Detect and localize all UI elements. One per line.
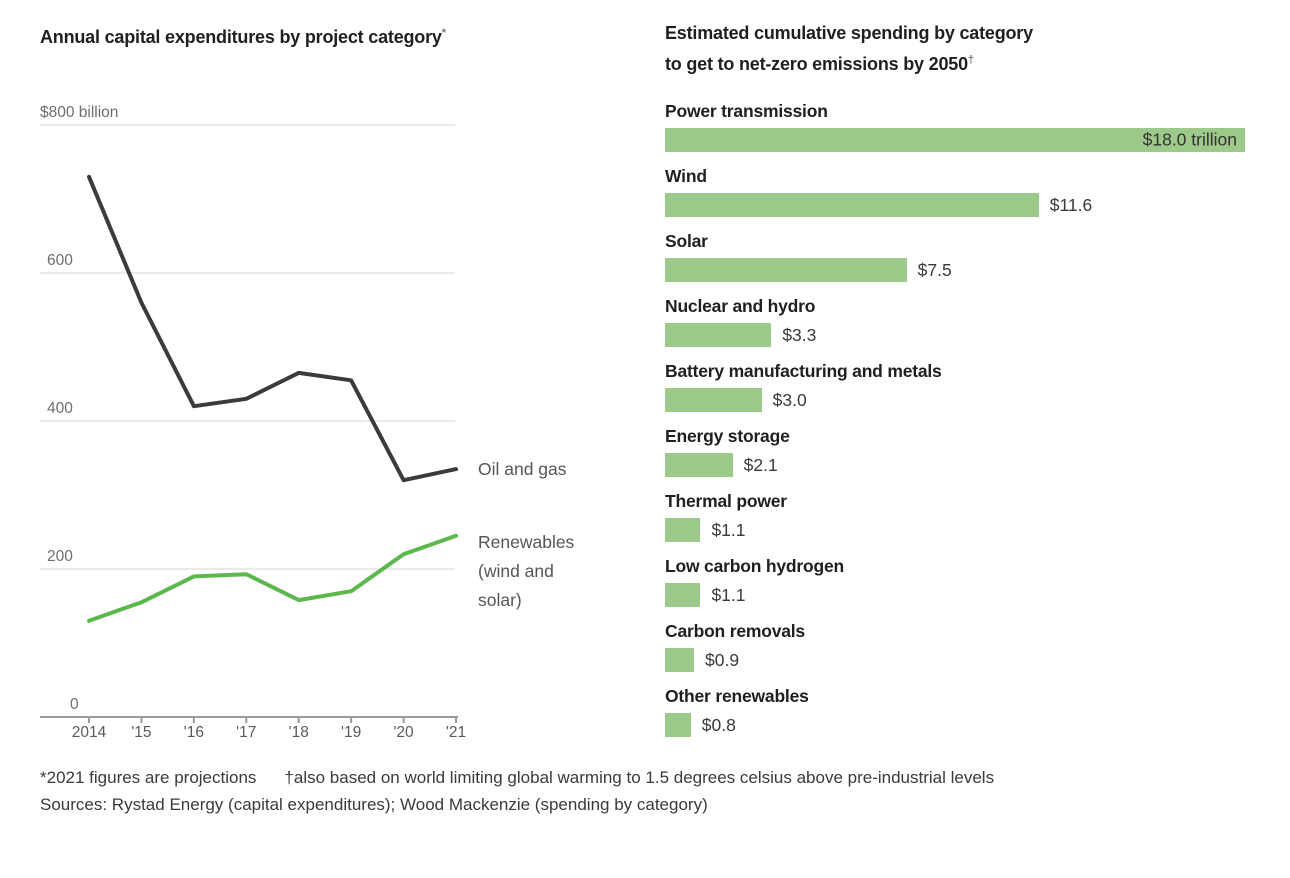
bar-category-label: Low carbon hydrogen [665, 556, 844, 576]
bar-fill [665, 583, 701, 607]
y-tick-label: 400 [47, 400, 73, 417]
bar-fill [665, 713, 691, 737]
line-chart-title: Annual capital expenditures by project c… [40, 20, 640, 51]
x-tick-label: 2014 [71, 724, 107, 741]
bar-fill [665, 193, 1039, 217]
series-label-oil-and-gas: Oil and gas [478, 459, 567, 480]
bar-category-label: Energy storage [665, 426, 790, 446]
bar-category-label: Solar [665, 231, 708, 251]
bar-row: Thermal power $1.1 [665, 490, 1245, 555]
x-tick-label: '21 [445, 724, 467, 741]
bar-row: Nuclear and hydro $3.3 [665, 295, 1245, 360]
bar-category-label: Battery manufacturing and metals [665, 361, 942, 381]
y-tick-label: 0 [70, 696, 79, 713]
sources-line: Sources: Rystad Energy (capital expendit… [40, 795, 708, 814]
bar-row: Battery manufacturing and metals $3.0 [665, 360, 1245, 425]
bar-fill [665, 388, 762, 412]
bar-track: $0.9 [665, 648, 1245, 672]
footnote-asterisk: *2021 figures are projections [40, 768, 257, 787]
bar-track: $0.8 [665, 713, 1245, 737]
bar-category-label: Thermal power [665, 491, 787, 511]
line-chart-area: $800 billion 600 400 200 0 2014 '15 '16 '17 '18 '1… [40, 100, 680, 780]
bar-row: Solar $7.5 [665, 230, 1245, 295]
bar-category-label: Power transmission [665, 101, 828, 121]
series-label-line: (wind and [478, 560, 554, 581]
bar-value-label: $0.8 [701, 714, 736, 735]
renewables-wind-and-solar--line [87, 533, 458, 623]
bar-fill [665, 518, 701, 542]
x-tick-label: '19 [341, 724, 362, 741]
bar-fill: $18.0 trillion [665, 128, 1245, 152]
bar-category-label: Carbon removals [665, 621, 805, 641]
line-chart-title-text: Annual capital expenditures by project c… [40, 27, 442, 47]
bar-chart-title-line2: to get to net-zero emissions by 2050† [665, 54, 974, 74]
bar-row: Energy storage $2.1 [665, 425, 1245, 490]
bar-fill [665, 648, 694, 672]
bar-value-label: $18.0 trillion [1142, 129, 1237, 150]
series-label-line: solar) [478, 589, 522, 610]
bar-value-label: $2.1 [743, 454, 778, 475]
series-label-line: Renewables [478, 531, 575, 552]
asterisk-footnote-marker: * [441, 27, 446, 39]
bar-chart-rows: Power transmission $18.0 trillion Wind $11.… [665, 100, 1245, 750]
bar-row: Carbon removals $0.9 [665, 620, 1245, 685]
x-tick-label: '15 [131, 724, 152, 741]
x-tick-label: '18 [288, 724, 309, 741]
bar-track: $3.0 [665, 388, 1245, 412]
oil-and-gas-line [87, 174, 458, 483]
bar-value-label: $1.1 [711, 519, 746, 540]
dagger-footnote-marker: † [967, 54, 974, 66]
bar-chart-title-line1: Estimated cumulative spending by categor… [665, 23, 1033, 43]
y-tick-label: 200 [47, 548, 73, 565]
bar-value-label: $11.6 [1049, 194, 1093, 215]
bar-value-label: $3.0 [772, 389, 807, 410]
bar-row: Other renewables $0.8 [665, 685, 1245, 750]
bar-track: $1.1 [665, 518, 1245, 542]
x-tick-label: '17 [236, 724, 257, 741]
line-chart-svg [40, 124, 458, 723]
bar-track: $3.3 [665, 323, 1245, 347]
bar-track: $7.5 [665, 258, 1245, 282]
bar-value-label: $0.9 [705, 649, 740, 670]
x-tick-label: '20 [393, 724, 414, 741]
bar-track: $2.1 [665, 453, 1245, 477]
x-tick-label: '16 [183, 724, 204, 741]
footnotes: *2021 figures are projections †also based… [40, 764, 1120, 818]
footnote-line: *2021 figures are projections †also based… [40, 764, 1120, 791]
bar-category-label: Nuclear and hydro [665, 296, 816, 316]
bar-chart-title: Estimated cumulative spending by categor… [665, 20, 1265, 78]
footnote-dagger: †also based on world limiting global war… [284, 768, 995, 787]
series-label-renewables: Renewables (wind and solar) [478, 528, 574, 615]
bar-fill [665, 258, 907, 282]
bar-track: $1.1 [665, 583, 1245, 607]
bar-fill [665, 453, 733, 477]
bar-value-label: $7.5 [917, 259, 952, 280]
y-tick-label: $800 billion [40, 104, 119, 121]
y-tick-label: 600 [47, 252, 73, 269]
bar-value-label: $1.1 [711, 584, 746, 605]
bar-track: $18.0 trillion [665, 128, 1245, 152]
bar-category-label: Wind [665, 166, 707, 186]
bar-row: Wind $11.6 [665, 165, 1245, 230]
bar-fill [665, 323, 772, 347]
bar-category-label: Other renewables [665, 686, 809, 706]
bar-row: Power transmission $18.0 trillion [665, 100, 1245, 165]
bar-value-label: $3.3 [782, 324, 817, 345]
bar-row: Low carbon hydrogen $1.1 [665, 555, 1245, 620]
bar-track: $11.6 [665, 193, 1245, 217]
